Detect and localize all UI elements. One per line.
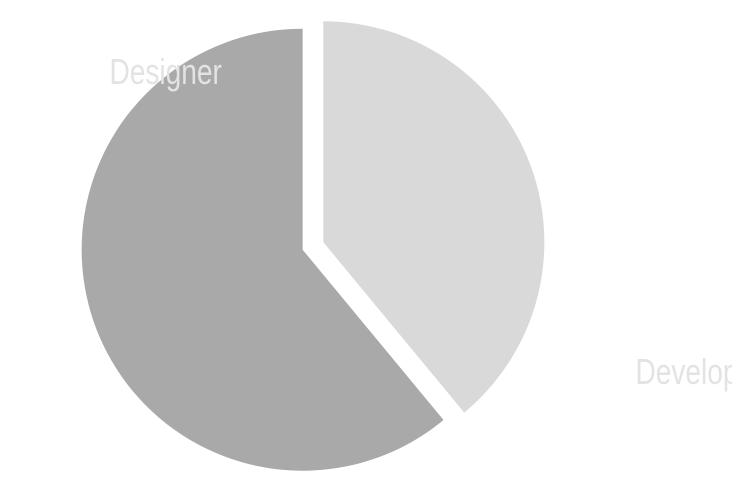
slice-label-developer: Developer [636, 352, 732, 392]
slice-label-designer: Designer [110, 52, 223, 92]
